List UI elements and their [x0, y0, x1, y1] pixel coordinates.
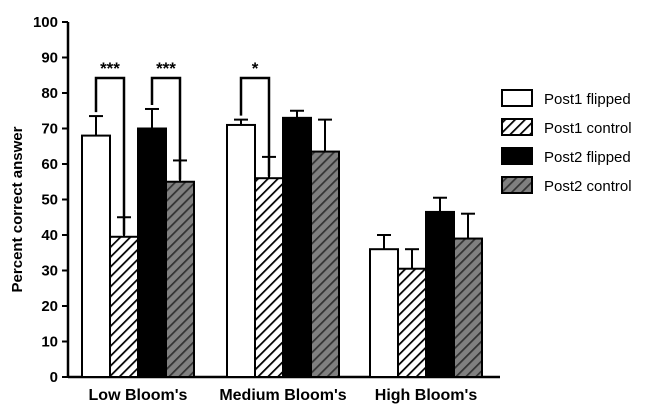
legend-label: Post1 flipped: [544, 91, 631, 108]
plot-area: 0 10 20 30 40 50 60 70 80 90 100 Percent correct an…: [9, 14, 500, 404]
y-tick-label: 10: [41, 334, 58, 351]
y-tick-label: 30: [41, 263, 58, 280]
bar: [310, 150, 340, 378]
legend-label: Post2 flipped: [544, 149, 631, 166]
legend-swatch: [501, 176, 533, 194]
y-axis-label: Percent correct answer: [9, 126, 26, 292]
bar: [453, 237, 483, 378]
y-tick-label: 100: [33, 14, 58, 31]
significance-label: ***: [100, 59, 120, 78]
significance-bracket: [94, 76, 126, 235]
legend-swatch: [501, 118, 533, 136]
legend-swatch: [501, 89, 533, 107]
x-category-label: Low Bloom's: [89, 387, 188, 404]
y-tick-label: 80: [41, 85, 58, 102]
x-category-label: High Bloom's: [375, 387, 478, 404]
bar: [397, 267, 427, 379]
y-tick-label: 70: [41, 121, 58, 138]
bar: [109, 235, 139, 378]
bar: [254, 177, 284, 378]
bar: [226, 123, 256, 378]
significance-label: *: [252, 59, 259, 78]
legend-label: Post2 control: [544, 178, 632, 195]
y-tick-label: 0: [50, 369, 58, 386]
significance-label: ***: [156, 59, 176, 78]
bar: [282, 116, 312, 378]
bar: [81, 134, 111, 378]
legend-swatch: [501, 147, 533, 165]
y-tick-label: 20: [41, 298, 58, 315]
y-tick-label: 50: [41, 192, 58, 209]
bar: [137, 127, 167, 378]
significance-bracket: [239, 76, 271, 177]
legend-label: Post1 control: [544, 120, 632, 137]
bar: [425, 210, 455, 378]
y-tick-label: 90: [41, 50, 58, 67]
bar: [369, 248, 399, 378]
significance-bracket: [150, 76, 182, 180]
bar: [165, 180, 195, 378]
y-tick-label: 60: [41, 156, 58, 173]
x-category-label: Medium Bloom's: [219, 387, 346, 404]
legend: Post1 flipped Post1 control Post2 flipped P…: [501, 89, 632, 195]
y-tick-label: 40: [41, 227, 58, 244]
